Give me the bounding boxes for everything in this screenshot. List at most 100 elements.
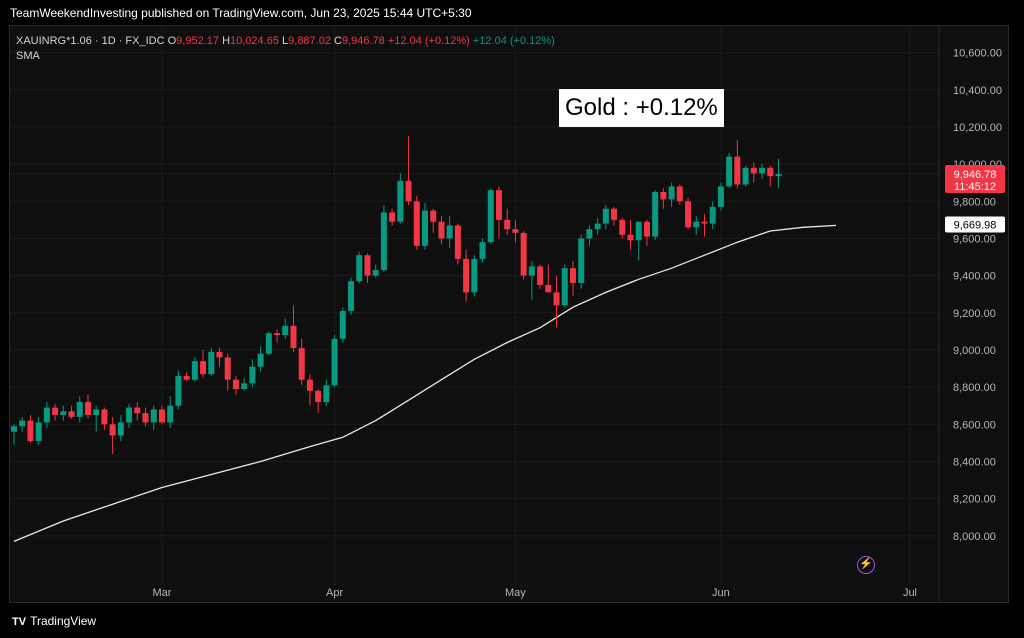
candle-body xyxy=(578,238,585,284)
candle xyxy=(537,264,544,289)
candle xyxy=(257,346,264,373)
candle-body xyxy=(43,407,50,423)
candle xyxy=(216,348,223,367)
change-value-2: +12.04 (+0.12%) xyxy=(472,35,555,47)
price-chart[interactable]: 10,600.0010,400.0010,200.0010,000.009,80… xyxy=(9,25,1009,603)
footer-brand: TradingView xyxy=(30,614,97,628)
candle xyxy=(520,231,527,280)
candle-body xyxy=(660,191,667,200)
candle xyxy=(676,184,683,205)
candle-body xyxy=(380,212,387,271)
candle xyxy=(306,374,313,406)
candle xyxy=(142,407,149,427)
y-tick-label: 10,200.00 xyxy=(953,122,1002,134)
candle xyxy=(76,396,83,423)
candle xyxy=(241,377,248,391)
x-axis: Mar Apr May Jun Jul xyxy=(152,587,917,599)
candle-body xyxy=(282,325,289,336)
candle-body xyxy=(619,219,626,235)
candle xyxy=(372,264,379,278)
candle xyxy=(93,405,100,432)
candle xyxy=(709,201,716,230)
candle-body xyxy=(249,366,256,384)
candle xyxy=(323,379,330,406)
change-value: +12.04 (+0.12%) xyxy=(387,35,470,47)
candle xyxy=(150,405,157,430)
candle-body xyxy=(413,201,420,246)
candle xyxy=(767,165,774,187)
candle-body xyxy=(742,167,749,185)
candle xyxy=(397,173,404,224)
candle xyxy=(454,223,461,265)
candle-body xyxy=(52,407,59,416)
candle-body xyxy=(134,407,141,414)
y-tick-label: 9,600.00 xyxy=(953,233,996,245)
candle xyxy=(438,216,445,245)
annotation-box[interactable]: Gold : +0.12% xyxy=(559,89,724,127)
candle xyxy=(43,402,50,429)
candle-body xyxy=(93,409,100,416)
candle-body xyxy=(19,420,26,427)
candle-body xyxy=(200,361,207,375)
candle xyxy=(339,307,346,343)
candle-body xyxy=(454,225,461,259)
legend: XAUINRG*1.06 · 1D · FX_IDC O9,952.17 H10… xyxy=(16,34,555,64)
candle-body xyxy=(512,229,519,233)
last-price-countdown: 11:45:12 xyxy=(954,181,996,193)
candle-body xyxy=(759,167,766,174)
sma-value-label: 9,669.98 xyxy=(954,219,997,231)
candle-body xyxy=(495,190,502,220)
symbol-label[interactable]: XAUINRG*1.06 · 1D · FX_IDC xyxy=(16,35,165,47)
x-tick-label: May xyxy=(505,587,526,599)
candle-body xyxy=(216,351,223,358)
candle xyxy=(619,218,626,239)
candle-body xyxy=(208,351,215,375)
candle-body xyxy=(717,186,724,207)
candle-body xyxy=(356,255,363,282)
open-value: 9,952.17 xyxy=(176,35,219,47)
chart-panel[interactable] xyxy=(9,25,1009,603)
candle xyxy=(11,424,17,445)
candle xyxy=(635,221,642,261)
open-label: O xyxy=(167,35,177,47)
candle xyxy=(117,415,124,442)
candle-body xyxy=(504,219,511,230)
candle-body xyxy=(331,338,338,386)
candle xyxy=(717,182,724,211)
candle-body xyxy=(438,221,445,239)
candle xyxy=(528,260,535,300)
y-tick-label: 8,600.00 xyxy=(953,419,996,431)
candle-body xyxy=(652,191,659,237)
candle-body xyxy=(68,411,75,417)
candle xyxy=(60,405,67,421)
candle-body xyxy=(487,190,494,243)
candle-body xyxy=(676,186,683,202)
candle-body xyxy=(569,268,576,284)
candle-body xyxy=(775,173,782,177)
candle xyxy=(389,208,396,226)
candle-body xyxy=(126,407,133,423)
candle xyxy=(627,219,634,250)
candle-body xyxy=(290,325,297,349)
candle-body xyxy=(586,229,593,239)
candle-body xyxy=(635,221,642,241)
lightning-icon[interactable]: ⚡ xyxy=(857,556,875,574)
grid xyxy=(9,25,940,603)
candle xyxy=(356,251,363,284)
candle xyxy=(249,359,256,388)
candle xyxy=(602,204,609,230)
candle xyxy=(685,197,692,230)
candle-body xyxy=(175,375,182,406)
close-label: C xyxy=(334,35,342,47)
candle xyxy=(463,249,470,302)
candle-body xyxy=(11,426,17,432)
candle-body xyxy=(158,409,165,423)
candle xyxy=(315,389,322,414)
candle xyxy=(775,158,782,189)
candle-body xyxy=(537,266,544,285)
candle xyxy=(726,152,733,189)
sma-indicator-label[interactable]: SMA xyxy=(16,50,40,62)
x-tick-label: Jul xyxy=(903,587,917,599)
candle xyxy=(569,260,576,297)
low-value: 9,887.02 xyxy=(288,35,331,47)
